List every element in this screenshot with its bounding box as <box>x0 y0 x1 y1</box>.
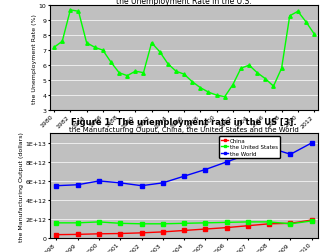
the United States <box>246 220 250 224</box>
the World <box>76 183 80 186</box>
the United States <box>161 223 165 226</box>
Title: the Manufacturing Ouput, China, the United States and the World: the Manufacturing Ouput, China, the Unit… <box>69 126 299 132</box>
the United States <box>118 222 122 225</box>
the World <box>203 168 207 171</box>
the World <box>97 180 101 183</box>
China <box>97 232 101 235</box>
China <box>288 222 292 225</box>
Line: the World: the World <box>55 142 314 188</box>
the World <box>55 184 58 187</box>
China <box>246 224 250 227</box>
the United States <box>203 222 207 225</box>
the World <box>182 175 186 178</box>
China <box>267 223 271 226</box>
the World <box>310 142 314 145</box>
the United States <box>97 220 101 224</box>
the United States <box>76 222 80 225</box>
the United States <box>225 221 229 224</box>
the United States <box>288 223 292 226</box>
the World <box>118 182 122 185</box>
China <box>225 226 229 229</box>
China <box>203 228 207 231</box>
China <box>182 229 186 232</box>
the United States <box>182 222 186 225</box>
China <box>76 233 80 236</box>
China <box>55 233 58 236</box>
the World <box>288 153 292 156</box>
X-axis label: years: years <box>173 130 195 139</box>
the World <box>246 153 250 156</box>
China <box>118 232 122 235</box>
China <box>140 231 143 234</box>
China <box>310 218 314 222</box>
the World <box>140 184 143 187</box>
the World <box>161 182 165 185</box>
Legend: China, the United States, the World: China, the United States, the World <box>219 137 280 158</box>
China <box>161 231 165 234</box>
the United States <box>310 219 314 223</box>
the World <box>267 146 271 149</box>
the United States <box>267 220 271 224</box>
Line: China: China <box>55 218 314 236</box>
the United States <box>55 222 58 225</box>
Y-axis label: the Manufacturing Output (dollars): the Manufacturing Output (dollars) <box>19 131 24 241</box>
Y-axis label: the Unemployment Rate (%): the Unemployment Rate (%) <box>32 14 37 103</box>
the United States <box>140 223 143 226</box>
Text: Figure 1. The unemployment rate in the US [3].: Figure 1. The unemployment rate in the U… <box>71 118 297 127</box>
the World <box>225 161 229 164</box>
Title: the Unemployment Rate in the U.S.: the Unemployment Rate in the U.S. <box>116 0 252 6</box>
Line: the United States: the United States <box>55 219 314 226</box>
